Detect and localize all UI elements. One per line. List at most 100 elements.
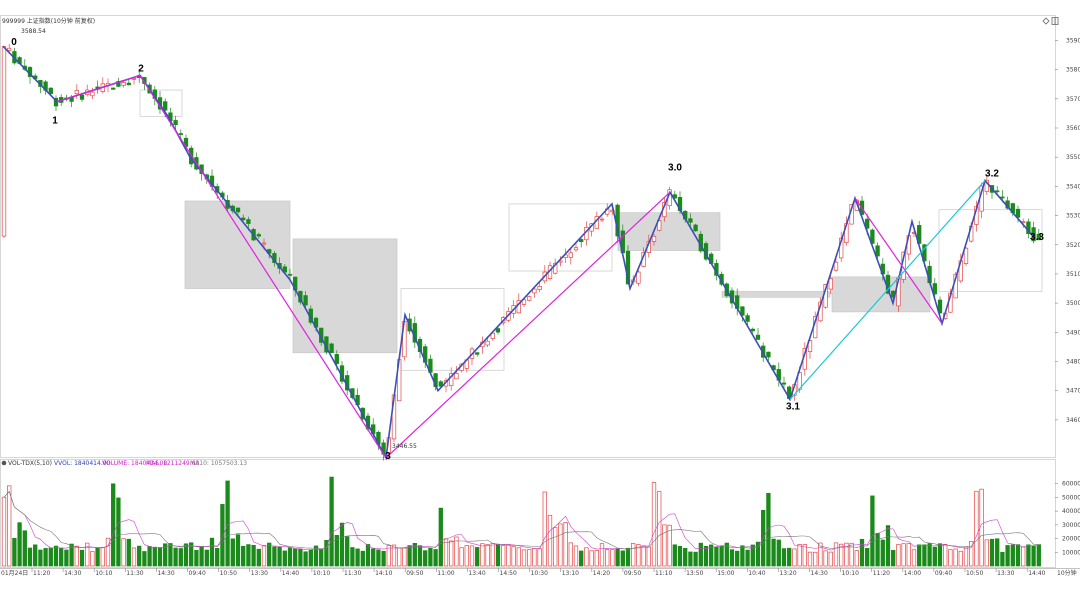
volume-bar xyxy=(709,544,714,567)
time-tick-label: 13:40 xyxy=(468,570,485,577)
candle-body xyxy=(828,278,833,290)
volume-bar xyxy=(641,545,646,567)
volume-bar xyxy=(797,544,802,567)
wave-label: 2 xyxy=(138,63,144,74)
volume-bar xyxy=(958,550,963,567)
time-tick-label: 13:10 xyxy=(562,570,579,577)
candle-body xyxy=(995,190,1000,193)
volume-bar xyxy=(927,543,932,567)
time-tick-label: 10:50 xyxy=(966,570,983,577)
price-tick-label: 3500 xyxy=(1066,300,1080,307)
volume-bar xyxy=(625,547,631,567)
volume-bar xyxy=(22,530,27,567)
volume-bar xyxy=(1015,544,1021,567)
candle-body xyxy=(329,343,334,353)
volume-bar xyxy=(963,546,969,567)
volume-indicator-name[interactable]: VOL-TDX(5,10) xyxy=(8,460,52,467)
volume-bar xyxy=(360,550,365,567)
volume-bar xyxy=(527,549,532,567)
time-tick-label: 09:40 xyxy=(189,570,206,577)
volume-bar xyxy=(59,547,64,567)
volume-bar xyxy=(163,543,168,567)
candle-body xyxy=(651,235,657,242)
volume-bar xyxy=(157,547,163,567)
wave-label: 3.1 xyxy=(786,401,800,412)
volume-bar xyxy=(542,491,547,567)
volume-bar xyxy=(152,546,157,567)
volume-bar xyxy=(241,545,246,567)
candle-body xyxy=(74,90,79,95)
time-tick-label: 14:40 xyxy=(282,570,299,577)
volume-bar xyxy=(688,551,693,567)
volume-bar xyxy=(1,496,7,567)
volume-bar xyxy=(553,527,558,567)
candle-body xyxy=(745,315,750,322)
volume-tick-label: 60000 xyxy=(1062,481,1080,488)
diamond-icon[interactable] xyxy=(1042,17,1050,25)
time-tick-label: 10:40 xyxy=(748,570,765,577)
volume-tick-label: 20000 xyxy=(1062,536,1080,543)
volume-bar xyxy=(105,537,111,567)
candle-body xyxy=(521,299,527,305)
volume-bar xyxy=(412,543,417,567)
volume-bar xyxy=(339,522,345,567)
window-icon[interactable] xyxy=(1051,17,1059,25)
volume-bar xyxy=(646,546,651,567)
timeframe-label[interactable]: 10分钟 xyxy=(1057,569,1077,577)
volume-bar xyxy=(329,476,334,567)
volume-bar xyxy=(802,544,807,567)
price-tick-label: 3460 xyxy=(1066,417,1080,424)
wave-label: 3 xyxy=(385,451,391,462)
price-tick-label: 3550 xyxy=(1066,154,1080,161)
price-axis: 3460 3470 3480 3490 3500 3510 3520 3530 3540 3550… xyxy=(1055,37,1080,424)
volume-bar xyxy=(423,550,428,567)
volume-bar xyxy=(126,538,131,567)
volume-panel-frame xyxy=(0,459,1056,568)
volume-bar xyxy=(755,541,761,567)
volume-bar xyxy=(833,542,839,567)
candle-body xyxy=(688,218,693,223)
candle-body xyxy=(875,245,880,257)
volume-tick-label: 30000 xyxy=(1062,522,1080,529)
volume-bar xyxy=(38,549,43,567)
candle-body xyxy=(870,229,875,244)
volume-bar xyxy=(246,544,251,567)
candle-body xyxy=(693,224,698,232)
volume-bar xyxy=(251,544,256,567)
time-tick-label: 11:20 xyxy=(33,570,50,577)
time-tick-label: 09:50 xyxy=(624,570,641,577)
volume-bar xyxy=(194,550,199,567)
candle-body xyxy=(173,120,178,126)
volume-bar xyxy=(885,525,891,567)
volume-bar xyxy=(1031,545,1036,567)
price-tick-label: 3490 xyxy=(1066,329,1080,336)
price-tick-label: 3480 xyxy=(1066,359,1080,366)
volume-bar xyxy=(953,548,958,567)
time-tick-label: 14:10 xyxy=(375,570,392,577)
candle-body xyxy=(1036,233,1041,241)
volume-bar xyxy=(631,543,636,567)
volume-bar xyxy=(298,548,303,567)
indicator-dot-icon[interactable] xyxy=(1,460,7,466)
vvol-value: VVOL: 1840414.00 xyxy=(54,460,111,467)
volume-bar xyxy=(485,544,490,567)
time-tick-label: 11:10 xyxy=(655,570,672,577)
candle-body xyxy=(90,91,95,97)
time-tick-label: 11:00 xyxy=(437,570,454,577)
volume-bar xyxy=(917,544,922,567)
volume-bar xyxy=(381,550,386,567)
volume-bar xyxy=(537,548,542,567)
volume-bar xyxy=(729,549,735,567)
volume-bar xyxy=(1010,544,1015,567)
candle-body xyxy=(178,133,183,135)
volume-bar xyxy=(521,549,527,567)
candle-body xyxy=(599,218,605,221)
volume-bar xyxy=(891,549,896,567)
wave-label: 3.0 xyxy=(668,163,682,174)
volume-bar xyxy=(277,546,282,567)
consolidation-box xyxy=(831,276,931,313)
volume-bar xyxy=(605,549,610,567)
consolidation-box xyxy=(721,291,831,298)
volume-bar xyxy=(386,545,391,567)
price-tick-label: 3590 xyxy=(1066,37,1080,44)
